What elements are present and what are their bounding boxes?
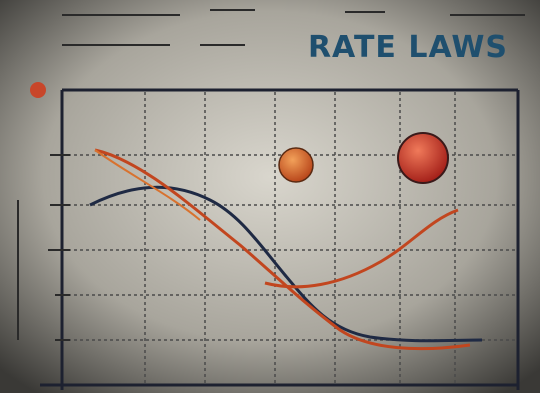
title: RATE LAWS bbox=[308, 30, 508, 65]
sphere-small bbox=[279, 148, 313, 182]
corner-dot bbox=[30, 82, 46, 98]
page: {"title": "RATE LAWS"} bbox=[0, 0, 540, 393]
sphere-large bbox=[398, 133, 448, 183]
illustration: RATE LAWS bbox=[0, 0, 540, 393]
